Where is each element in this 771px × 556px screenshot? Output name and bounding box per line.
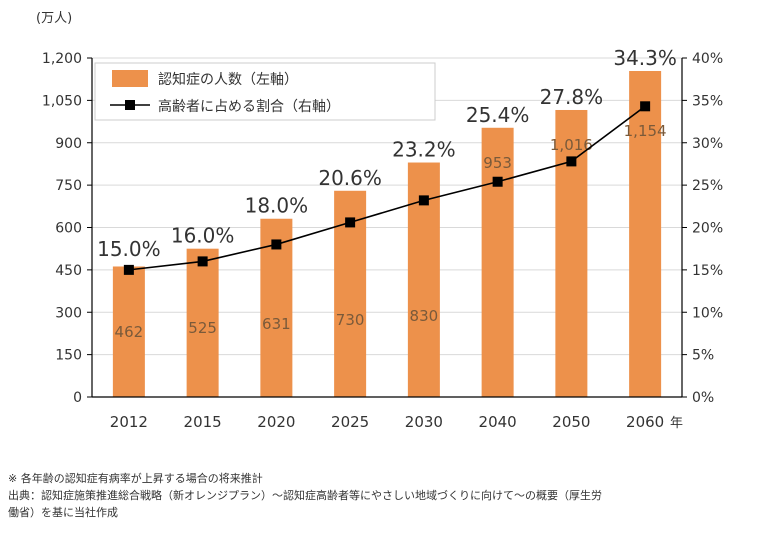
right-tick-label-1: 5% <box>692 348 714 364</box>
x-tick-label-2060: 2060 <box>626 413 664 431</box>
ratio-label-2012: 15.0% <box>97 237 161 261</box>
ratio-label-2025: 20.6% <box>318 166 382 190</box>
x-tick-label-2015: 2015 <box>184 413 222 431</box>
bar-label-2025: 730 <box>336 311 365 329</box>
ratio-label-2060: 34.3% <box>613 46 677 70</box>
ratio-marker-2012 <box>123 264 134 275</box>
ratio-marker-2030 <box>418 195 429 206</box>
x-axis-ticks: 2012 2015 2020 2025 2030 2040 2050 2060 <box>110 413 664 431</box>
right-tick-label-8: 40% <box>692 51 723 67</box>
bar-label-2015: 525 <box>188 319 217 337</box>
left-tick-label-3: 450 <box>55 263 82 279</box>
footnotes: ※ 各年齢の認知症有病率が上昇する場合の将来推計 出典：認知症施策推進総合戦略（… <box>8 470 763 521</box>
bar-2012 <box>112 266 145 397</box>
bar-label-2060: 1,154 <box>624 122 667 140</box>
left-tick-label-6: 900 <box>55 136 82 152</box>
left-axis-ticks: 0 150 300 450 600 750 900 1,050 1,200 <box>42 51 92 406</box>
left-tick-label-2: 300 <box>55 305 82 321</box>
x-tick-label-2040: 2040 <box>479 413 517 431</box>
bar-label-2012: 462 <box>115 323 144 341</box>
note-line-2: 出典：認知症施策推進総合戦略（新オレンジプラン）～認知症高齢者等にやさしい地域づ… <box>8 489 602 502</box>
right-tick-label-3: 15% <box>692 263 723 279</box>
legend-box <box>94 62 436 121</box>
ratio-label-2030: 23.2% <box>392 138 456 162</box>
legend-line-label: 高齢者に占める割合（右軸） <box>158 98 340 115</box>
left-tick-label-4: 600 <box>55 221 82 237</box>
right-tick-label-2: 10% <box>692 305 723 321</box>
bar-value-labels: 462 525 631 730 830 953 1,016 1,154 <box>115 122 667 341</box>
ratio-marker-2020 <box>271 239 282 250</box>
left-axis-unit: (万人) <box>36 11 72 26</box>
right-axis-ticks: 0% 5% 10% 15% 20% 25% 30% 35% 40% <box>682 51 723 406</box>
bar-series <box>112 70 662 398</box>
ratio-marker-2025 <box>345 217 356 228</box>
x-tick-label-2012: 2012 <box>110 413 148 431</box>
bar-label-2020: 631 <box>262 315 291 333</box>
legend-line-marker <box>125 100 135 110</box>
ratio-line <box>128 105 646 271</box>
bar-2060 <box>629 70 662 398</box>
line-value-labels: 15.0% 16.0% 18.0% 20.6% 23.2% 25.4% 27.8% 34.3% <box>97 46 677 261</box>
bar-label-2050: 1,016 <box>550 136 593 154</box>
right-tick-label-4: 20% <box>692 221 723 237</box>
bar-2040 <box>481 127 514 397</box>
x-tick-label-2050: 2050 <box>552 413 590 431</box>
ratio-label-2040: 25.4% <box>466 103 530 127</box>
legend-bar-swatch <box>112 70 148 87</box>
ratio-marker-2050 <box>566 156 577 167</box>
legend-bar-label: 認知症の人数（左軸） <box>158 71 298 88</box>
left-tick-label-8: 1,200 <box>42 51 82 67</box>
note-line-3: 働省）を基に当社作成 <box>8 506 118 519</box>
left-tick-label-5: 750 <box>55 178 82 194</box>
ratio-label-2020: 18.0% <box>245 194 309 218</box>
bar-2015 <box>186 248 219 397</box>
right-tick-label-7: 35% <box>692 93 723 109</box>
legend: 認知症の人数（左軸） 高齢者に占める割合（右軸） <box>94 62 436 121</box>
x-tick-label-2020: 2020 <box>257 413 295 431</box>
right-tick-label-6: 30% <box>692 136 723 152</box>
right-tick-label-0: 0% <box>692 390 714 406</box>
x-tick-label-2025: 2025 <box>331 413 369 431</box>
ratio-marker-2040 <box>492 176 503 187</box>
ratio-label-2050: 27.8% <box>540 85 604 109</box>
right-tick-label-5: 25% <box>692 178 723 194</box>
ratio-marker-2015 <box>197 256 208 267</box>
x-axis-unit: 年 <box>670 416 683 431</box>
bar-label-2040: 953 <box>483 154 512 172</box>
left-tick-label-7: 1,050 <box>42 93 82 109</box>
line-series <box>123 101 651 275</box>
ratio-marker-2060 <box>640 101 651 112</box>
x-tick-label-2030: 2030 <box>405 413 443 431</box>
ratio-label-2015: 16.0% <box>171 224 235 248</box>
left-tick-label-0: 0 <box>73 390 82 406</box>
bar-label-2030: 830 <box>410 307 439 325</box>
left-tick-label-1: 150 <box>55 348 82 364</box>
dementia-chart: 462 525 631 730 830 953 1,016 1,154 0 150 300 450 6… <box>36 11 723 431</box>
note-line-1: ※ 各年齢の認知症有病率が上昇する場合の将来推計 <box>8 472 263 485</box>
